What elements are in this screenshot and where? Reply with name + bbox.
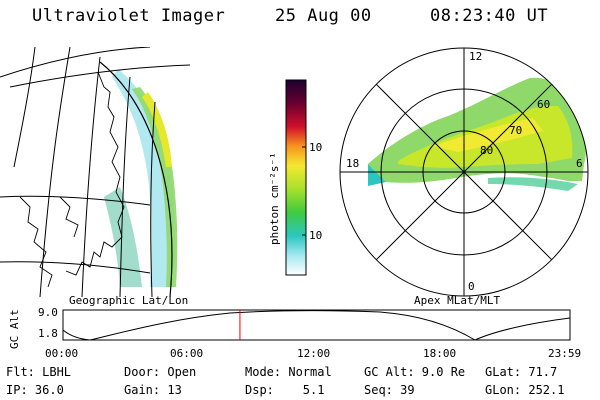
geographic-map <box>0 47 190 297</box>
gain-info: Gain: 13 <box>124 383 182 397</box>
instrument-title: Ultraviolet Imager <box>32 6 226 26</box>
timeline-xtick-0000: 00:00 <box>45 347 78 360</box>
glon-info: GLon: 252.1 <box>485 383 565 397</box>
mlat-60-label: 60 <box>537 98 550 111</box>
altitude-curve <box>62 310 571 341</box>
timeline-xtick-1800: 18:00 <box>423 347 456 360</box>
timeline-xtick-0600: 06:00 <box>170 347 203 360</box>
mlt-18-label: 18 <box>346 157 359 170</box>
colorbar-unit-label: photon cm⁻²s⁻¹ <box>268 152 281 245</box>
glat-info: GLat: 71.7 <box>485 365 558 379</box>
polar-plot: 12 18 6 0 60 70 80 <box>339 47 589 297</box>
timeline-ytick-high: 9.0 <box>38 306 58 319</box>
colorbar-gradient <box>285 79 307 276</box>
apex-label: Apex MLat/MLT <box>414 294 501 307</box>
altitude-timeline: GC Alt 9.0 1.8 00:00 06:00 12:00 18:00 2… <box>8 306 581 360</box>
colorbar: 100 10 photon cm⁻²s⁻¹ <box>268 79 322 276</box>
ip-info: IP: 36.0 <box>6 383 64 397</box>
mlat-70-label: 70 <box>509 124 522 137</box>
timeline-ytick-low: 1.8 <box>38 327 58 340</box>
door-info: Door: Open <box>124 365 197 379</box>
timeline-xtick-1200: 12:00 <box>297 347 330 360</box>
geographic-label: Geographic Lat/Lon <box>69 294 189 307</box>
mlt-6-label: 6 <box>576 157 583 170</box>
timeline-xtick-2359: 23:59 <box>548 347 581 360</box>
mlat-80-label: 80 <box>480 144 493 157</box>
seq-info: Seq: 39 <box>364 383 415 397</box>
mlt-0-label: 0 <box>468 280 475 293</box>
date-label: 25 Aug 00 <box>275 6 372 26</box>
colorbar-tick-10: 10 <box>309 229 322 242</box>
filter-info: Flt: LBHL <box>6 365 72 379</box>
mlt-12-label: 12 <box>469 50 482 63</box>
time-label: 08:23:40 UT <box>430 6 549 26</box>
dsp-info: Dsp: 5.1 <box>245 383 325 397</box>
timeline-axis-label: GC Alt <box>8 309 21 349</box>
mode-info: Mode: Normal <box>245 365 332 379</box>
gc-alt-info: GC Alt: 9.0 Re <box>364 365 466 379</box>
colorbar-tick-100: 100 <box>309 141 322 154</box>
